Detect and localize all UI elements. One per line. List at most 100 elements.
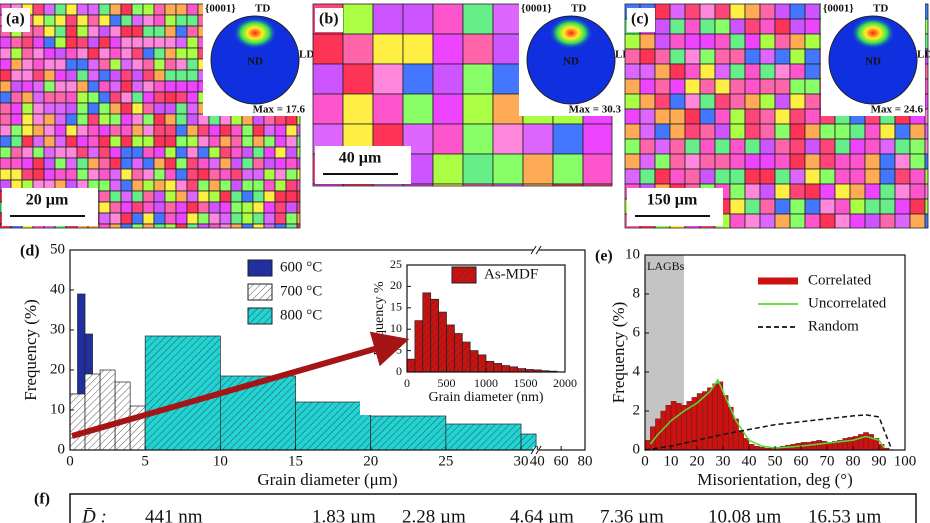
grain: [87, 80, 100, 93]
grain: [87, 36, 100, 49]
grain: [372, 33, 404, 65]
grain: [789, 123, 806, 140]
grain: [639, 93, 656, 110]
grain: [120, 69, 133, 82]
break-gap: [533, 247, 540, 253]
grain: [76, 25, 89, 38]
grain: [492, 183, 524, 187]
bar: [114, 381, 131, 451]
grain: [142, 168, 155, 181]
grain: [744, 108, 761, 125]
grain: [87, 69, 100, 82]
grain: [164, 36, 177, 49]
grain: [729, 63, 746, 80]
grain: [54, 80, 67, 93]
grain: [699, 153, 716, 170]
grain: [669, 63, 686, 80]
grain: [834, 183, 851, 200]
break-mark: [530, 445, 537, 455]
grain: [0, 80, 12, 93]
bar: [422, 292, 432, 373]
grain: [879, 183, 896, 200]
grain: [744, 18, 761, 35]
grain: [21, 102, 34, 115]
grain: [819, 183, 836, 200]
grain: [684, 123, 701, 140]
grain: [98, 80, 111, 93]
grain: [109, 91, 122, 104]
arrow: [71, 331, 410, 439]
bar: [430, 298, 439, 373]
grain: [186, 179, 199, 192]
grain: [32, 168, 45, 181]
grain: [789, 78, 806, 95]
grain: [120, 14, 133, 27]
grain: [274, 190, 287, 203]
grain: [744, 78, 761, 95]
grain: [252, 201, 265, 214]
grain: [142, 157, 155, 170]
grain: [197, 223, 210, 229]
grain: [197, 146, 210, 159]
grain: [342, 63, 374, 95]
grain: [175, 190, 188, 203]
panel-label: (b): [319, 11, 339, 28]
grain: [219, 146, 232, 159]
grain: [372, 63, 404, 95]
grain: [744, 93, 761, 110]
grain: [669, 123, 686, 140]
grain: [76, 91, 89, 104]
grain: [804, 198, 821, 215]
grain: [789, 183, 806, 200]
grain: [98, 212, 111, 225]
grain: [164, 201, 177, 214]
legend-label: 600 °C: [280, 259, 322, 275]
plot-frame: [69, 249, 586, 451]
grain: [819, 138, 836, 155]
grain: [208, 124, 221, 137]
x-tick-label: 1000: [474, 376, 498, 390]
pole-hotspot: [549, 17, 593, 49]
grain: [312, 33, 344, 65]
grain: [879, 213, 896, 229]
grain: [43, 14, 56, 27]
grain: [120, 179, 133, 192]
grain: [120, 135, 133, 148]
grain: [879, 198, 896, 215]
x-tick-label: 40: [530, 453, 545, 469]
x-tick-label: 10: [664, 453, 679, 469]
grain: [909, 123, 926, 140]
grain: [639, 168, 656, 185]
grain: [109, 124, 122, 137]
grain: [208, 157, 221, 170]
grain: [759, 168, 776, 185]
pole-max: Max = 24.6: [871, 104, 924, 116]
grain: [894, 153, 911, 170]
grain: [32, 3, 45, 16]
grain: [924, 3, 929, 20]
grain: [296, 212, 301, 225]
grain: [208, 201, 221, 214]
pole-plane: {0001}: [205, 3, 236, 15]
grain: [32, 113, 45, 126]
pole-hotspot: [851, 17, 895, 49]
grain: [263, 201, 276, 214]
grain: [32, 80, 45, 93]
grain: [65, 14, 78, 27]
grain: [924, 18, 929, 35]
grain: [131, 102, 144, 115]
grain: [462, 153, 494, 185]
grain: [175, 146, 188, 159]
grain: [98, 113, 111, 126]
grain: [10, 157, 23, 170]
grain: [109, 168, 122, 181]
grain: [774, 3, 791, 20]
y-tick-label: 5: [396, 342, 402, 356]
grain: [669, 3, 686, 20]
grain: [744, 153, 761, 170]
grain: [120, 58, 133, 71]
grain: [804, 168, 821, 185]
grain: [76, 157, 89, 170]
grain: [32, 58, 45, 71]
grain: [274, 124, 287, 137]
